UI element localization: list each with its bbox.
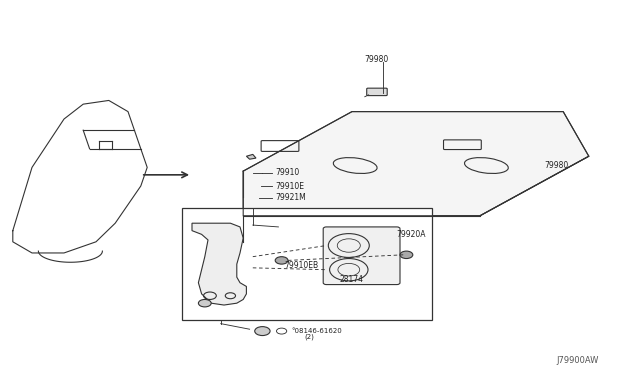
Text: °08146-61620: °08146-61620 [291, 328, 342, 334]
Circle shape [275, 257, 288, 264]
Text: 79921M: 79921M [275, 193, 306, 202]
FancyBboxPatch shape [182, 208, 432, 320]
Text: J79900AW: J79900AW [557, 356, 599, 365]
Polygon shape [243, 112, 589, 216]
FancyBboxPatch shape [367, 88, 387, 96]
Text: 28174: 28174 [339, 275, 364, 284]
FancyBboxPatch shape [323, 227, 400, 285]
Text: 79910EB: 79910EB [285, 262, 319, 270]
Polygon shape [192, 223, 246, 305]
Circle shape [198, 299, 211, 307]
Text: 79980: 79980 [365, 55, 389, 64]
Text: 79980: 79980 [544, 161, 568, 170]
Circle shape [400, 251, 413, 259]
Polygon shape [246, 154, 256, 159]
Text: 79920A: 79920A [397, 230, 426, 239]
Circle shape [255, 327, 270, 336]
Text: 79910: 79910 [275, 169, 300, 177]
Text: 79910E: 79910E [275, 182, 304, 190]
Text: (2): (2) [304, 333, 314, 340]
